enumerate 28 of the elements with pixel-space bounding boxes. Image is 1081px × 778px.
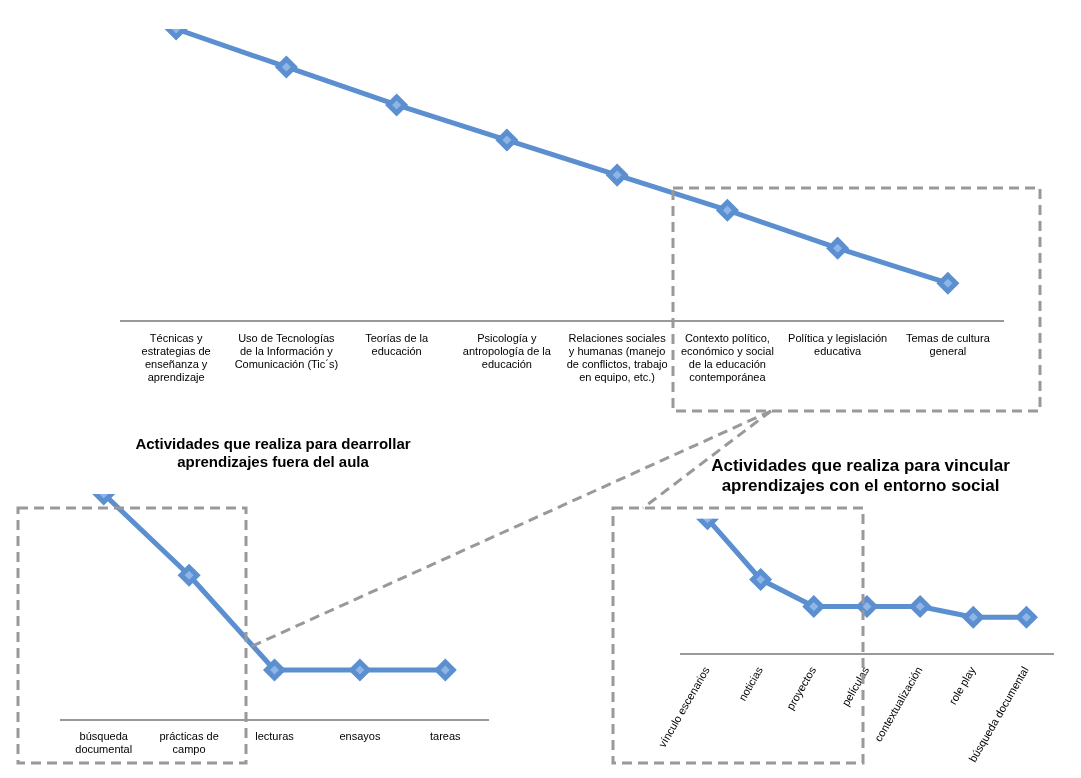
x-tick-label: Teorías de la educación (365, 331, 429, 358)
x-tick-label: Política y legislación educativa (788, 331, 888, 358)
x-tick-label: Uso de Tecnologías de la Información y Comunicación (Tic´s) (234, 331, 339, 371)
point (937, 272, 959, 294)
point (827, 237, 849, 259)
x-tick-label: Psicología y antropología de la educación (462, 331, 552, 371)
point (909, 595, 931, 617)
chart-title: Actividades que realiza para vincular aprendizajes con el entorno social (711, 455, 1011, 496)
x-tick-label: Temas de cultura general (905, 331, 991, 358)
x-tick-label: Contexto político, económico y social de la educación contemporánea (680, 331, 774, 384)
point (962, 606, 984, 628)
point (606, 164, 628, 186)
x-tick-label: Técnicas y estrategias de enseñanza y aprendizaje (141, 331, 211, 384)
point (750, 568, 772, 590)
x-tick-label: ensayos (339, 730, 381, 743)
point (1015, 606, 1037, 628)
point (716, 199, 738, 221)
x-tick-label: lecturas (255, 730, 295, 743)
point (386, 94, 408, 116)
x-tick-label: búsqueda documental (75, 730, 133, 756)
point (856, 595, 878, 617)
point (275, 56, 297, 78)
chart-title: Actividades que realiza para dearrollar aprendizajes fuera del aula (135, 435, 411, 471)
x-tick-label: tareas (430, 730, 462, 743)
x-tick-label: prácticas de campo (159, 730, 219, 756)
point (496, 129, 518, 151)
point (803, 595, 825, 617)
x-tick-label: Relaciones sociales y humanas (manejo de conflictos, trabajo en equipo, etc.) (566, 331, 668, 384)
